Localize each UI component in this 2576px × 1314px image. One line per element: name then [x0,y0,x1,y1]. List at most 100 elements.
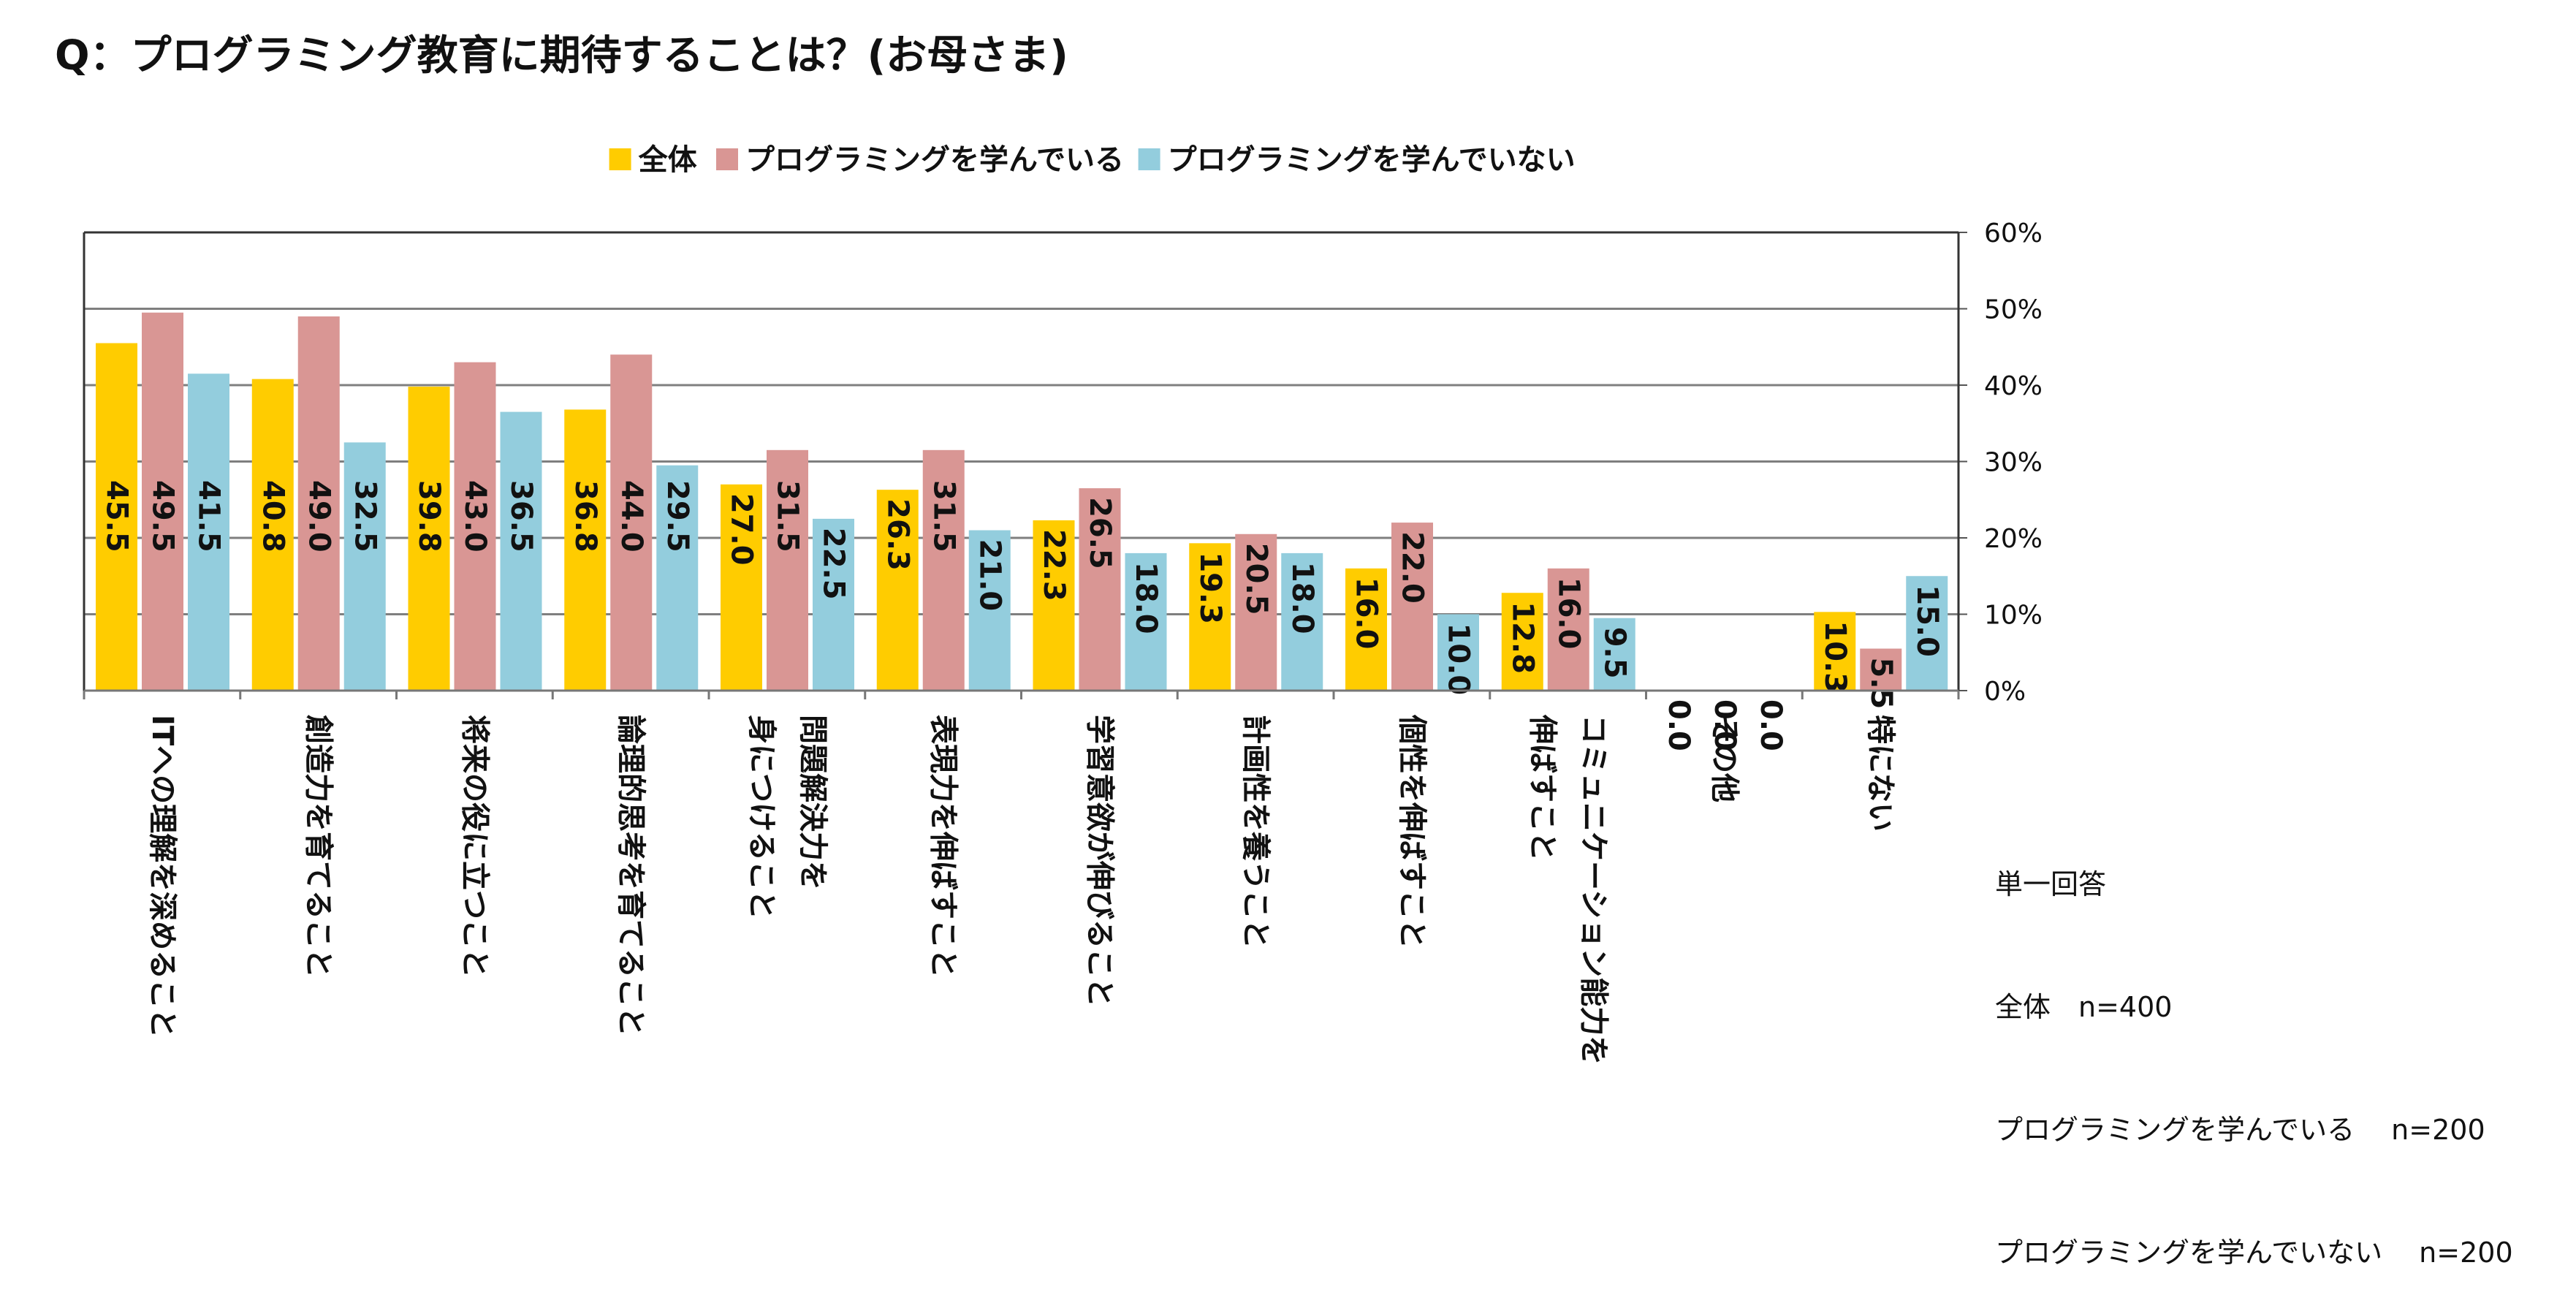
data-label: 26.3 [881,498,914,571]
legend-swatch [716,148,738,170]
data-label: 12.8 [1505,601,1539,674]
bar [251,379,294,691]
data-label: 22.5 [817,528,851,600]
bar [408,387,450,691]
bar [1501,593,1543,691]
data-label: 22.0 [1396,531,1429,604]
bar [876,490,919,691]
data-label: 16.0 [1350,577,1383,650]
data-label: 20.5 [1239,543,1273,615]
bar [1345,568,1387,691]
data-label: 26.5 [1083,497,1117,569]
y-tick-label: 30% [1984,448,2043,478]
bar [1125,552,1167,691]
note-line: プログラミングを学んでいない n=200 [1995,1237,2513,1269]
data-label: 0.0 [1662,699,1695,751]
data-label: 49.5 [146,480,180,552]
data-label: 43.0 [458,480,492,552]
data-label: 31.5 [927,480,960,552]
bar [1593,618,1635,691]
bar [1547,568,1589,691]
chart: Q：プログラミング教育に期待することは？(お母さま) 全体 プログラミングを学んでい… [55,32,2043,1065]
bar [656,465,699,691]
category-label: コミュニケーション能力を [1577,715,1611,1065]
category-label: 計画性を養うこと [1239,715,1272,949]
bar [142,312,183,691]
bar [813,518,854,691]
data-label: 15.0 [1910,585,1944,657]
category-label: ITへの理解を深めること [145,715,179,1038]
sample-note: 単一回答 全体 n=400 プログラミングを学んでいる n=200 プログラミン… [1995,782,2513,1314]
data-label: 0.0 [1708,699,1741,751]
data-label: 18.0 [1285,562,1319,634]
category-label: 身につけること [745,715,778,919]
category-label: 創造力を育てること [302,715,335,978]
legend-swatch [1138,148,1160,170]
data-label: 0.0 [1754,699,1787,751]
legend-label: 全体 [638,143,697,177]
data-label: 10.0 [1442,623,1475,696]
category-label: 特にない [1863,715,1897,832]
bar [1189,543,1231,691]
bar [188,373,229,691]
y-tick-label: 10% [1984,601,2043,631]
bar [1235,533,1277,691]
data-label: 19.3 [1193,552,1227,624]
data-label: 22.3 [1037,529,1071,601]
y-tick-label: 50% [1984,295,2043,325]
note-line: 単一回答 [1995,868,2107,900]
data-label: 18.0 [1129,562,1163,634]
data-label: 36.8 [569,480,602,552]
legend-swatch [609,148,631,170]
data-label: 45.5 [100,480,134,552]
category-label: 論理的思考を育てること [614,715,647,1036]
legend-label: プログラミングを学んでいない [1168,143,1576,177]
data-label: 10.3 [1818,620,1852,693]
category-label: その他 [1707,715,1741,802]
bar [564,409,607,691]
data-label: 16.0 [1551,577,1585,650]
bar [297,316,340,691]
bar [500,411,542,691]
data-label: 31.5 [771,480,805,552]
y-tick-label: 0% [1984,677,2026,707]
data-label: 44.0 [615,480,648,552]
bar [343,442,386,691]
bar [610,354,653,691]
data-label: 21.0 [973,539,1006,612]
bar [1860,648,1902,691]
y-tick-label: 40% [1984,371,2043,401]
category-label: 学習意欲が伸びること [1082,715,1116,1007]
y-tick-label: 60% [1984,219,2043,248]
note-line: 全体 n=400 [1995,991,2173,1023]
category-label: 伸ばすこと [1526,714,1559,861]
data-label: 36.5 [504,480,538,552]
data-label: 32.5 [348,480,381,552]
bar [1906,576,1948,691]
bar [96,343,137,691]
category-label: 将来の役に立つこと [457,715,491,978]
bar [1437,614,1479,691]
data-label: 27.0 [725,493,759,566]
category-label: 表現力を伸ばすこと [927,715,960,978]
bar [1814,612,1856,691]
bar [454,362,496,691]
data-label: 39.8 [412,480,446,552]
data-label: 29.5 [661,480,694,552]
data-label: 41.5 [192,480,226,552]
bar [1033,520,1075,691]
legend-label: プログラミングを学んでいる [745,143,1124,177]
category-label: 個性を伸ばすこと [1395,714,1429,949]
bar [1281,552,1323,691]
note-line: プログラミングを学んでいる n=200 [1995,1114,2485,1146]
bar [968,530,1011,691]
category-label: 問題解決力を [796,715,829,890]
y-tick-label: 20% [1984,524,2043,554]
chart-title: Q：プログラミング教育に期待することは？(お母さま) [55,32,1068,80]
data-label: 5.5 [1864,658,1898,710]
bar [721,484,762,691]
data-label: 40.8 [256,480,289,552]
bar [767,449,808,691]
bar [1079,488,1121,691]
data-label: 49.0 [302,480,335,552]
